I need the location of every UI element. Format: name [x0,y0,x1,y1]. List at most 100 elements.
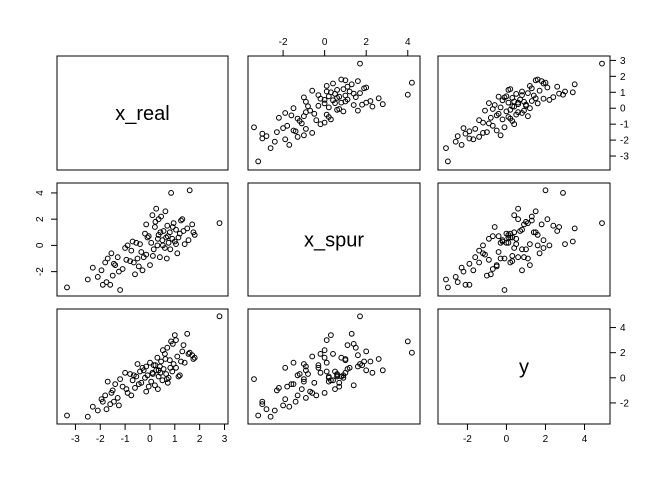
point-x_spur-vs-y-70 [546,242,553,249]
point-x_real-vs-y-45 [569,89,576,96]
point-x_spur-vs-y-17 [487,271,494,278]
point-x_spur-vs-x_real-29 [152,224,158,230]
tick-label-right-y-4: 4 [620,323,626,334]
point-x_spur-vs-y-30 [515,205,521,212]
point-y-vs-x_spur-65 [336,383,343,390]
point-y-vs-x_real-11 [117,376,123,383]
point-y-vs-x_spur-73 [315,364,322,371]
point-x_real-vs-x_spur-68 [332,100,338,106]
point-y-vs-x_real-31 [154,354,161,361]
tick-label-right-x_real--2: -2 [620,136,629,147]
point-x_real-vs-y-61 [476,117,483,124]
point-x_real-vs-y-72 [495,93,502,100]
point-y-vs-x_spur-72 [336,379,343,386]
point-x_real-vs-x_spur-79 [342,77,349,84]
point-x_spur-vs-y-34 [528,213,535,220]
point-x_spur-vs-x_real-9 [112,262,119,269]
point-y-vs-x_spur-70 [321,347,328,354]
point-x_real-vs-x_spur-7 [259,130,266,137]
point-y-vs-x_real-9 [112,381,119,388]
point-x_real-vs-x_spur-58 [292,128,299,135]
point-x_real-vs-y-68 [486,100,492,106]
point-y-vs-x_real-5 [103,406,110,413]
point-x_real-vs-x_spur-28 [315,102,322,109]
point-x_real-vs-y-60 [486,120,492,127]
point-x_spur-vs-y-33 [521,254,527,261]
point-y-vs-x_spur-37 [317,351,324,357]
point-y-vs-x_real-45 [171,332,178,339]
point-x_real-vs-x_spur-55 [357,60,363,67]
point-y-vs-x_real-24 [144,372,151,379]
panel-frame-x_real-x_real [56,55,229,171]
point-x_spur-vs-x_real-22 [142,230,148,237]
panel-frame-x_real-y [437,55,611,171]
point-y-vs-x_real-82 [143,363,150,370]
point-x_real-vs-y-79 [532,77,539,84]
point-x_real-vs-y-71 [532,95,539,102]
point-x_spur-vs-y-81 [507,259,514,266]
diagonal-label-x_spur: x_spur [304,230,364,252]
point-y-vs-x_real-85 [173,337,179,344]
point-x_real-vs-y-44 [525,90,531,96]
point-y-vs-x_spur-19 [323,368,330,375]
point-y-vs-x_real-71 [162,356,169,362]
point-y-vs-x_spur-5 [263,406,270,413]
point-y-vs-x_spur-4 [294,392,301,399]
point-x_spur-vs-y-76 [528,217,535,224]
point-y-vs-x_spur-3 [259,398,266,405]
point-x_real-vs-y-46 [519,88,525,95]
point-x_spur-vs-y-58 [466,260,473,267]
tick-label-bottom-x_real-3: 3 [222,434,228,445]
point-y-vs-x_real-63 [135,381,142,388]
point-x_spur-vs-x_real-25 [147,262,153,269]
point-x_spur-vs-x_real-74 [169,224,176,230]
tick-label-right-y-0: 0 [620,373,626,384]
point-x_real-vs-x_spur-66 [305,103,311,110]
point-x_spur-vs-y-0 [445,284,451,291]
point-y-vs-x_spur-46 [346,364,353,371]
point-y-vs-x_real-80 [108,390,115,396]
point-x_real-vs-y-10 [472,125,479,132]
point-x_spur-vs-x_real-36 [160,228,167,234]
point-x_spur-vs-y-60 [486,256,492,263]
point-y-vs-x_spur-71 [375,356,382,362]
point-x_real-vs-x_spur-52 [409,79,415,86]
panel-frame-x_spur-x_real [56,182,229,297]
point-y-vs-x_real-70 [160,347,166,354]
point-y-vs-x_real-2 [94,407,101,414]
point-x_real-vs-x_spur-44 [357,90,363,96]
point-x_real-vs-x_spur-69 [342,98,349,105]
point-y-vs-x_spur-45 [328,332,334,339]
point-x_spur-vs-y-49 [544,216,551,223]
point-x_spur-vs-y-45 [569,238,576,245]
point-x_spur-vs-x_real-42 [168,190,175,196]
point-y-vs-x_spur-51 [348,330,355,337]
point-x_spur-vs-x_real-47 [174,250,181,257]
point-x_spur-vs-x_real-60 [123,256,130,263]
point-y-vs-x_real-46 [173,364,179,371]
point-x_spur-vs-y-29 [491,224,498,230]
point-x_spur-vs-y-20 [495,249,502,255]
point-x_real-vs-x_spur-77 [344,83,351,90]
point-x_real-vs-y-55 [599,60,605,67]
point-x_real-vs-x_spur-63 [288,112,295,119]
point-y-vs-x_spur-10 [303,395,309,401]
point-x_spur-vs-y-73 [519,246,525,253]
point-x_spur-vs-y-12 [489,266,496,272]
point-y-vs-x_real-23 [143,388,150,395]
point-x_real-vs-x_spur-75 [334,87,341,93]
point-x_real-vs-y-37 [540,95,547,102]
point-y-vs-x_real-48 [176,372,183,379]
point-y-vs-x_real-66 [150,371,156,377]
point-y-vs-x_real-26 [148,378,155,385]
point-x_spur-vs-y-71 [532,208,539,215]
point-x_real-vs-y-73 [519,92,525,98]
panel-frame-y-x_real [56,308,229,425]
diagonal-label-x_real: x_real [115,103,169,125]
tick-label-bottom-y-2: 2 [543,434,549,445]
panel-frame-y-y [437,308,611,425]
tick-label-right-y--2: -2 [620,398,629,409]
point-x_spur-vs-x_real-18 [134,255,141,262]
point-x_spur-vs-x_real-44 [170,220,177,227]
